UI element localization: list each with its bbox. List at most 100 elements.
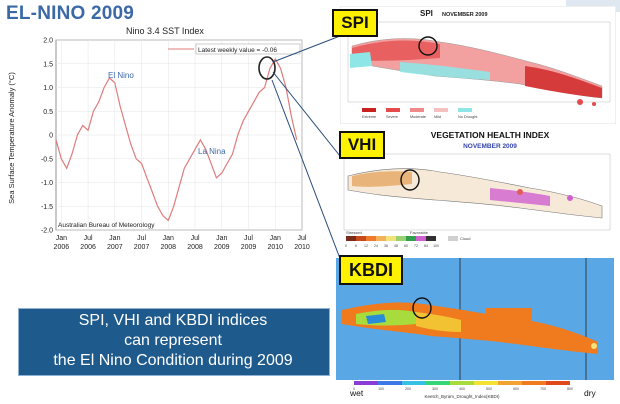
legend-tick-label: 400	[459, 387, 465, 391]
spi-legend: Extreme Severe Moderate Mild No Drought	[362, 108, 478, 119]
legend-tick-label: 24	[374, 244, 378, 248]
y-tick-label: -2.0	[41, 228, 53, 235]
x-tick-month: Jul	[298, 235, 307, 242]
legend-tick-label: 600	[513, 387, 519, 391]
spi-east-region	[525, 66, 602, 98]
spi-label: SPI	[332, 9, 378, 37]
legend-tick-label: 48	[394, 244, 398, 248]
x-tick-month: Jan	[216, 235, 227, 242]
legend-tick-label: 800	[567, 387, 573, 391]
y-tick-label: -0.5	[41, 156, 53, 163]
spi-map: SPI NOVEMBER 2009 Extreme Severe Moderat…	[340, 6, 616, 124]
kbdi-wet-label: wet	[349, 388, 364, 398]
vhi-legend-cloud: Cloud	[460, 236, 470, 241]
spi-dry-region	[352, 40, 440, 61]
vhi-map-title: VEGETATION HEALTH INDEX	[431, 130, 550, 140]
kbdi-dry-label: dry	[584, 388, 597, 398]
kbdi-colorbar: 0 100 200 300 400 500 600 700 800 Keetch_Byram_D…	[349, 381, 597, 399]
kbdi-highlight-circle	[412, 297, 432, 319]
sst-series-line	[55, 57, 298, 222]
vhi-stressed-east	[490, 188, 550, 206]
legend-tick-label: 100	[378, 387, 384, 391]
y-axis-ticks: 2.0 1.5 1.0 0.5 0 -0.5 -1.0 -1.5 -2.0	[41, 38, 53, 235]
x-tick-year: 2006	[54, 244, 70, 251]
legend-tick-label: 700	[540, 387, 546, 391]
legend-tick-label: 72	[414, 244, 418, 248]
summary-line-2: can represent	[124, 332, 222, 349]
x-tick-year: 2007	[107, 244, 123, 251]
annotation-la-nina: La Nina	[198, 147, 226, 156]
summary-line-3: the El Nino Condition during 2009	[53, 352, 293, 369]
legend-tick-label: 36	[384, 244, 388, 248]
chart-source: Australian Bureau of Meteorology	[58, 222, 155, 229]
legend-tick-label: 0	[353, 387, 355, 391]
spi-normal-region-2	[350, 52, 372, 68]
y-tick-label: -1.5	[41, 204, 53, 211]
x-tick-month: Jul	[84, 235, 93, 242]
spi-legend-mild: Mild	[434, 115, 441, 119]
x-tick-year: 2010	[267, 244, 283, 251]
x-tick-year: 2010	[294, 244, 310, 251]
y-tick-label: 1.5	[43, 61, 53, 68]
summary-banner	[18, 308, 330, 376]
x-tick-month: Jan	[270, 235, 281, 242]
highlight-circle	[258, 56, 276, 80]
x-tick-year: 2008	[161, 244, 177, 251]
vhi-legend: Stressed Favorable Cloud 0 6 12 24 36 48 60 72 8…	[345, 230, 470, 248]
legend-tick-label: 6	[355, 244, 357, 248]
spi-legend-severe: Severe	[386, 115, 398, 119]
page-title: EL-NINO 2009	[6, 3, 135, 24]
summary-text: SPI, VHI and KBDI indices can represent …	[18, 311, 328, 371]
y-tick-label: -1.0	[41, 180, 53, 187]
x-tick-month: Jul	[191, 235, 200, 242]
x-tick-month: Jan	[109, 235, 120, 242]
legend-tick-label: 12	[364, 244, 368, 248]
spi-map-subtitle: NOVEMBER 2009	[442, 12, 488, 18]
kbdi-colorbar-label: Keetch_Byram_Drought_Index(KBDI)	[424, 394, 500, 399]
x-tick-year: 2008	[187, 244, 203, 251]
x-tick-year: 2007	[134, 244, 150, 251]
spi-highlight-circle	[418, 36, 438, 56]
y-tick-label: 1.0	[43, 85, 53, 92]
legend-tick-label: 100	[433, 244, 439, 248]
chart-title: Nino 3.4 SST Index	[126, 26, 204, 36]
spi-legend-extreme: Extreme	[362, 115, 376, 119]
vhi-map: VEGETATION HEALTH INDEX NOVEMBER 2009 St…	[340, 126, 616, 248]
y-tick-label: 0.5	[43, 109, 53, 116]
spi-normal-region	[400, 62, 490, 80]
x-tick-month: Jan	[56, 235, 67, 242]
x-tick-month: Jul	[137, 235, 146, 242]
vhi-label: VHI	[339, 131, 385, 159]
vhi-legend-stressed: Stressed	[346, 230, 362, 235]
kbdi-moist-region	[366, 314, 386, 324]
legend-tick-label: 200	[405, 387, 411, 391]
legend-tick-label: 60	[404, 244, 408, 248]
legend-tick-label: 0	[345, 244, 347, 248]
y-tick-label: 2.0	[43, 38, 53, 45]
annotation-el-nino: El Nino	[108, 71, 134, 80]
sst-chart: Nino 3.4 SST Index 2.0 1.5 1.0 0.5 0 -0.5 -1.0…	[7, 26, 310, 251]
kbdi-label: KBDI	[339, 255, 403, 285]
vhi-map-subtitle: NOVEMBER 2009	[463, 143, 517, 150]
vhi-legend-favorable: Favorable	[410, 230, 429, 235]
legend-tick-label: 84	[424, 244, 428, 248]
spi-legend-no-drought: No Drought	[458, 115, 478, 119]
legend-text: Latest weekly value = -0.06	[198, 47, 277, 54]
y-axis-label: Sea Surface Temperature Anomaly (°C)	[7, 72, 16, 204]
spi-legend-moderate: Moderate	[410, 115, 426, 119]
legend-tick-label: 300	[432, 387, 438, 391]
x-tick-year: 2006	[80, 244, 96, 251]
x-tick-month: Jan	[163, 235, 174, 242]
summary-line-1: SPI, VHI and KBDI indices	[78, 312, 268, 329]
y-tick-label: 0	[49, 133, 53, 140]
kbdi-colorbar-ticks: 0 100 200 300 400 500 600 700 800	[353, 387, 573, 391]
x-tick-year: 2009	[241, 244, 257, 251]
legend-tick-label: 500	[486, 387, 492, 391]
vhi-stressed-west	[352, 171, 412, 187]
vhi-legend-ticks: 0 6 12 24 36 48 60 72 84 100	[345, 244, 439, 248]
x-tick-year: 2009	[214, 244, 230, 251]
spi-map-title: SPI	[420, 9, 433, 18]
x-tick-month: Jul	[244, 235, 253, 242]
x-axis-ticks: Jan 2006 Jul 2006 Jan 2007 Jul 2007 Jan 2008 Jul 20…	[54, 235, 310, 251]
vhi-highlight-circle	[400, 169, 420, 191]
